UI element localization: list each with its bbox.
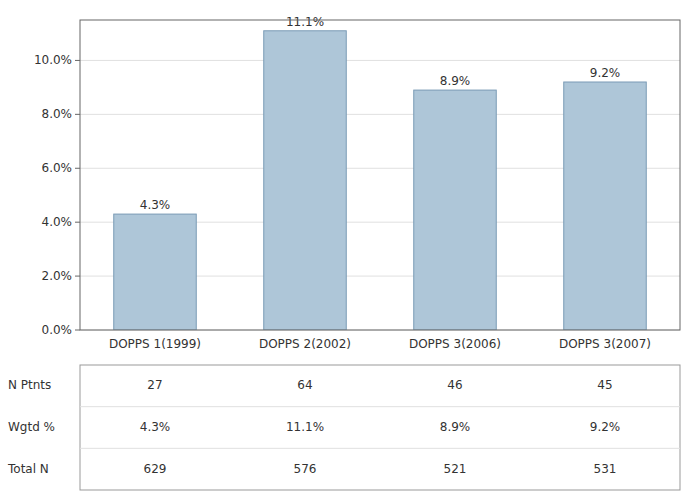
x-tick-label: DOPPS 2(2002) — [259, 337, 351, 351]
x-tick-label: DOPPS 1(1999) — [109, 337, 201, 351]
y-tick-label: 10.0% — [34, 53, 72, 67]
table-cell: 521 — [444, 462, 467, 476]
table-cell: 46 — [447, 378, 462, 392]
grid-line — [80, 60, 680, 61]
y-tick-label: 4.0% — [42, 215, 73, 229]
table-frame — [80, 365, 680, 490]
chart-container: 0.0% 2.0% 4.0% 6.0% 8.0% 10.0% 4.3% 11.1% 8.9% 9.… — [0, 0, 700, 500]
table-cell: 64 — [297, 378, 312, 392]
plot-frame — [80, 20, 680, 330]
table-cell: 8.9% — [440, 420, 471, 434]
y-tick-label: 0.0% — [42, 323, 73, 337]
table-row-line — [80, 406, 680, 407]
y-tick — [75, 222, 80, 223]
x-tick-label: DOPPS 3(2007) — [559, 337, 651, 351]
y-tick — [75, 276, 80, 277]
data-label: 11.1% — [286, 15, 324, 29]
table-row-label: Wgtd % — [8, 420, 55, 434]
table-cell: 4.3% — [140, 420, 171, 434]
chart: 0.0% 2.0% 4.0% 6.0% 8.0% 10.0% 4.3% 11.1% 8.9% 9.… — [0, 0, 700, 500]
table-cell: 45 — [597, 378, 612, 392]
y-tick — [75, 168, 80, 169]
table-cell: 9.2% — [590, 420, 621, 434]
x-tick-label: DOPPS 3(2006) — [409, 337, 501, 351]
data-label: 8.9% — [440, 74, 471, 88]
data-label: 4.3% — [140, 198, 171, 212]
bars — [114, 31, 647, 330]
table-cell: 27 — [147, 378, 162, 392]
y-tick-label: 6.0% — [42, 161, 73, 175]
bar — [414, 90, 497, 330]
table-cell: 576 — [294, 462, 317, 476]
table-cell: 629 — [144, 462, 167, 476]
bar — [114, 214, 197, 330]
y-tick — [75, 114, 80, 115]
grid — [80, 60, 680, 330]
table-row-label: Total N — [7, 462, 49, 476]
y-tick-label: 8.0% — [42, 107, 73, 121]
bar — [264, 31, 347, 330]
bar — [564, 82, 647, 330]
table-row-line — [80, 448, 680, 449]
table-cell: 11.1% — [286, 420, 324, 434]
y-tick-label: 2.0% — [42, 269, 73, 283]
table-cell: 531 — [594, 462, 617, 476]
table-row-label: N Ptnts — [8, 378, 51, 392]
y-tick — [75, 330, 80, 331]
data-label: 9.2% — [590, 66, 621, 80]
y-tick — [75, 60, 80, 61]
